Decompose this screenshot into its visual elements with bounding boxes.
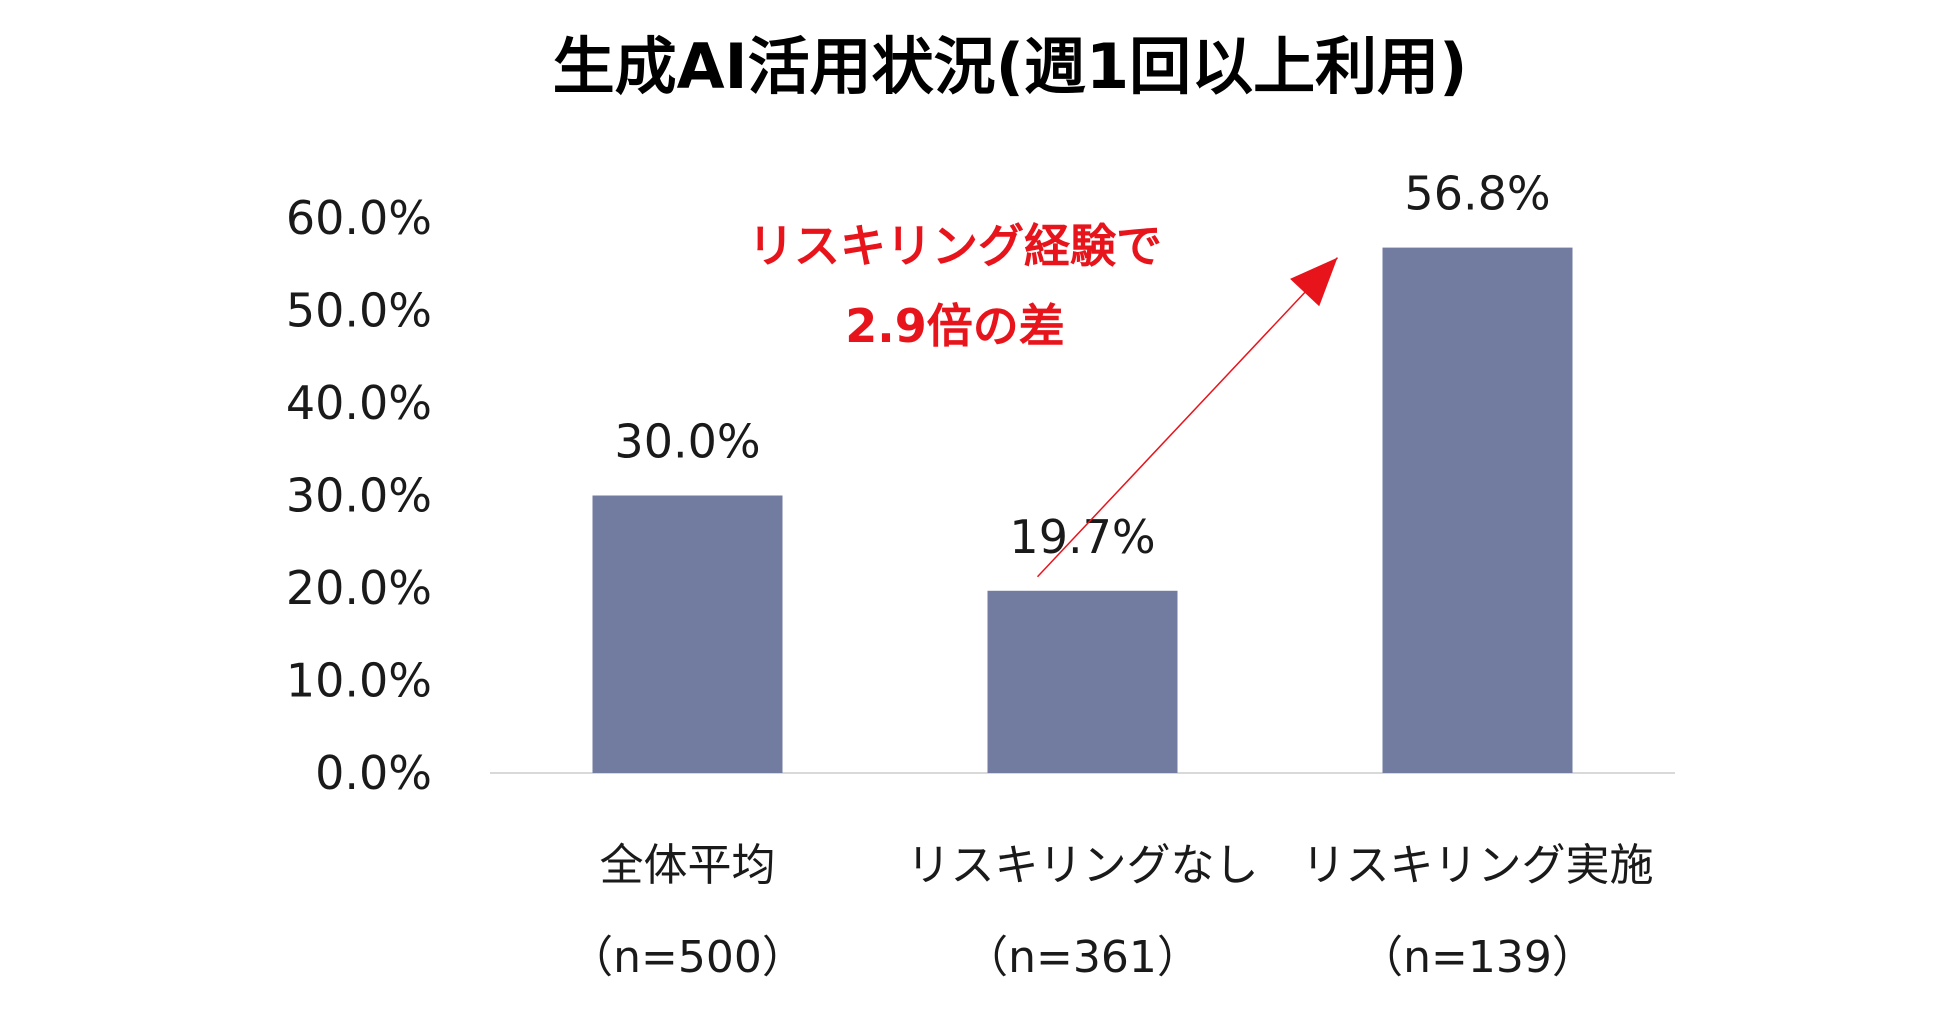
annotation-group: リスキリング経験で 2.9倍の差	[748, 219, 1339, 578]
y-tick-label: 0.0%	[315, 746, 432, 800]
bar	[987, 590, 1178, 773]
bar	[592, 495, 783, 773]
annotation-arrow-head	[1290, 257, 1338, 307]
y-tick-label: 30.0%	[286, 469, 432, 523]
data-labels: 30.0% 19.7% 56.8%	[614, 167, 1550, 564]
chart-title: 生成AI活用状況(週1回以上利用)	[553, 30, 1468, 103]
category-label: 全体平均	[600, 840, 776, 891]
data-label: 56.8%	[1404, 167, 1550, 221]
category-label: リスキリング実施	[1302, 840, 1654, 891]
y-tick-label: 40.0%	[286, 376, 432, 430]
category-n-label: （n=361）	[964, 932, 1201, 983]
x-axis-categories: 全体平均 （n=500） リスキリングなし （n=361） リスキリング実施 （n=139…	[569, 840, 1653, 983]
annotation-arrow-line	[1036, 257, 1339, 578]
category-n-label: （n=500）	[569, 932, 806, 983]
bar	[1382, 247, 1573, 774]
annotation-line2: 2.9倍の差	[845, 299, 1065, 353]
y-tick-label: 60.0%	[286, 191, 432, 245]
data-label: 30.0%	[614, 415, 760, 469]
bars	[592, 247, 1573, 774]
data-label: 19.7%	[1009, 510, 1155, 564]
category-n-label: （n=139）	[1359, 932, 1596, 983]
annotation-line1: リスキリング経験で	[748, 219, 1162, 273]
category-label: リスキリングなし	[907, 840, 1259, 891]
y-tick-label: 10.0%	[286, 654, 432, 708]
y-tick-label: 50.0%	[286, 284, 432, 338]
y-tick-label: 20.0%	[286, 561, 432, 615]
